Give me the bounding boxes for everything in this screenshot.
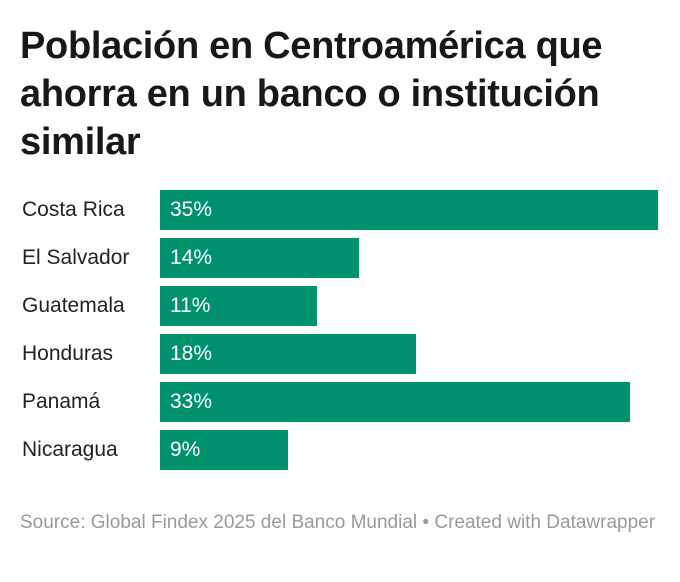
source-footer: Source: Global Findex 2025 del Banco Mun…: [20, 512, 656, 533]
category-label: El Salvador: [22, 246, 130, 269]
bar: [160, 286, 317, 326]
bar: [160, 334, 417, 374]
value-label: 33%: [170, 390, 213, 413]
value-label: 14%: [170, 246, 213, 269]
category-label: Guatemala: [22, 294, 125, 317]
category-label: Honduras: [22, 342, 114, 365]
bar-row: Costa Rica 35%: [0, 190, 680, 230]
bar: [160, 430, 289, 470]
bar: [160, 238, 360, 278]
category-label: Costa Rica: [22, 198, 125, 221]
value-label: 11%: [170, 294, 211, 317]
bar: [160, 382, 630, 422]
value-label: 9%: [170, 438, 201, 461]
bar: [160, 190, 658, 230]
bar-row: Nicaragua 9%: [0, 430, 680, 470]
category-label: Nicaragua: [22, 438, 118, 461]
chart-title: Población en Centroamérica que ahorra en…: [20, 25, 603, 163]
bar-row: Guatemala 11%: [0, 286, 680, 326]
category-label: Panamá: [22, 390, 101, 413]
bar-row: Honduras 18%: [0, 334, 680, 374]
bar-row: Panamá 33%: [0, 382, 680, 422]
bar-chart: Costa Rica 35% El Salvador 14% Guatemala 11% H…: [0, 190, 680, 480]
value-label: 18%: [170, 342, 213, 365]
bar-row: El Salvador 14%: [0, 238, 680, 278]
value-label: 35%: [170, 198, 213, 221]
